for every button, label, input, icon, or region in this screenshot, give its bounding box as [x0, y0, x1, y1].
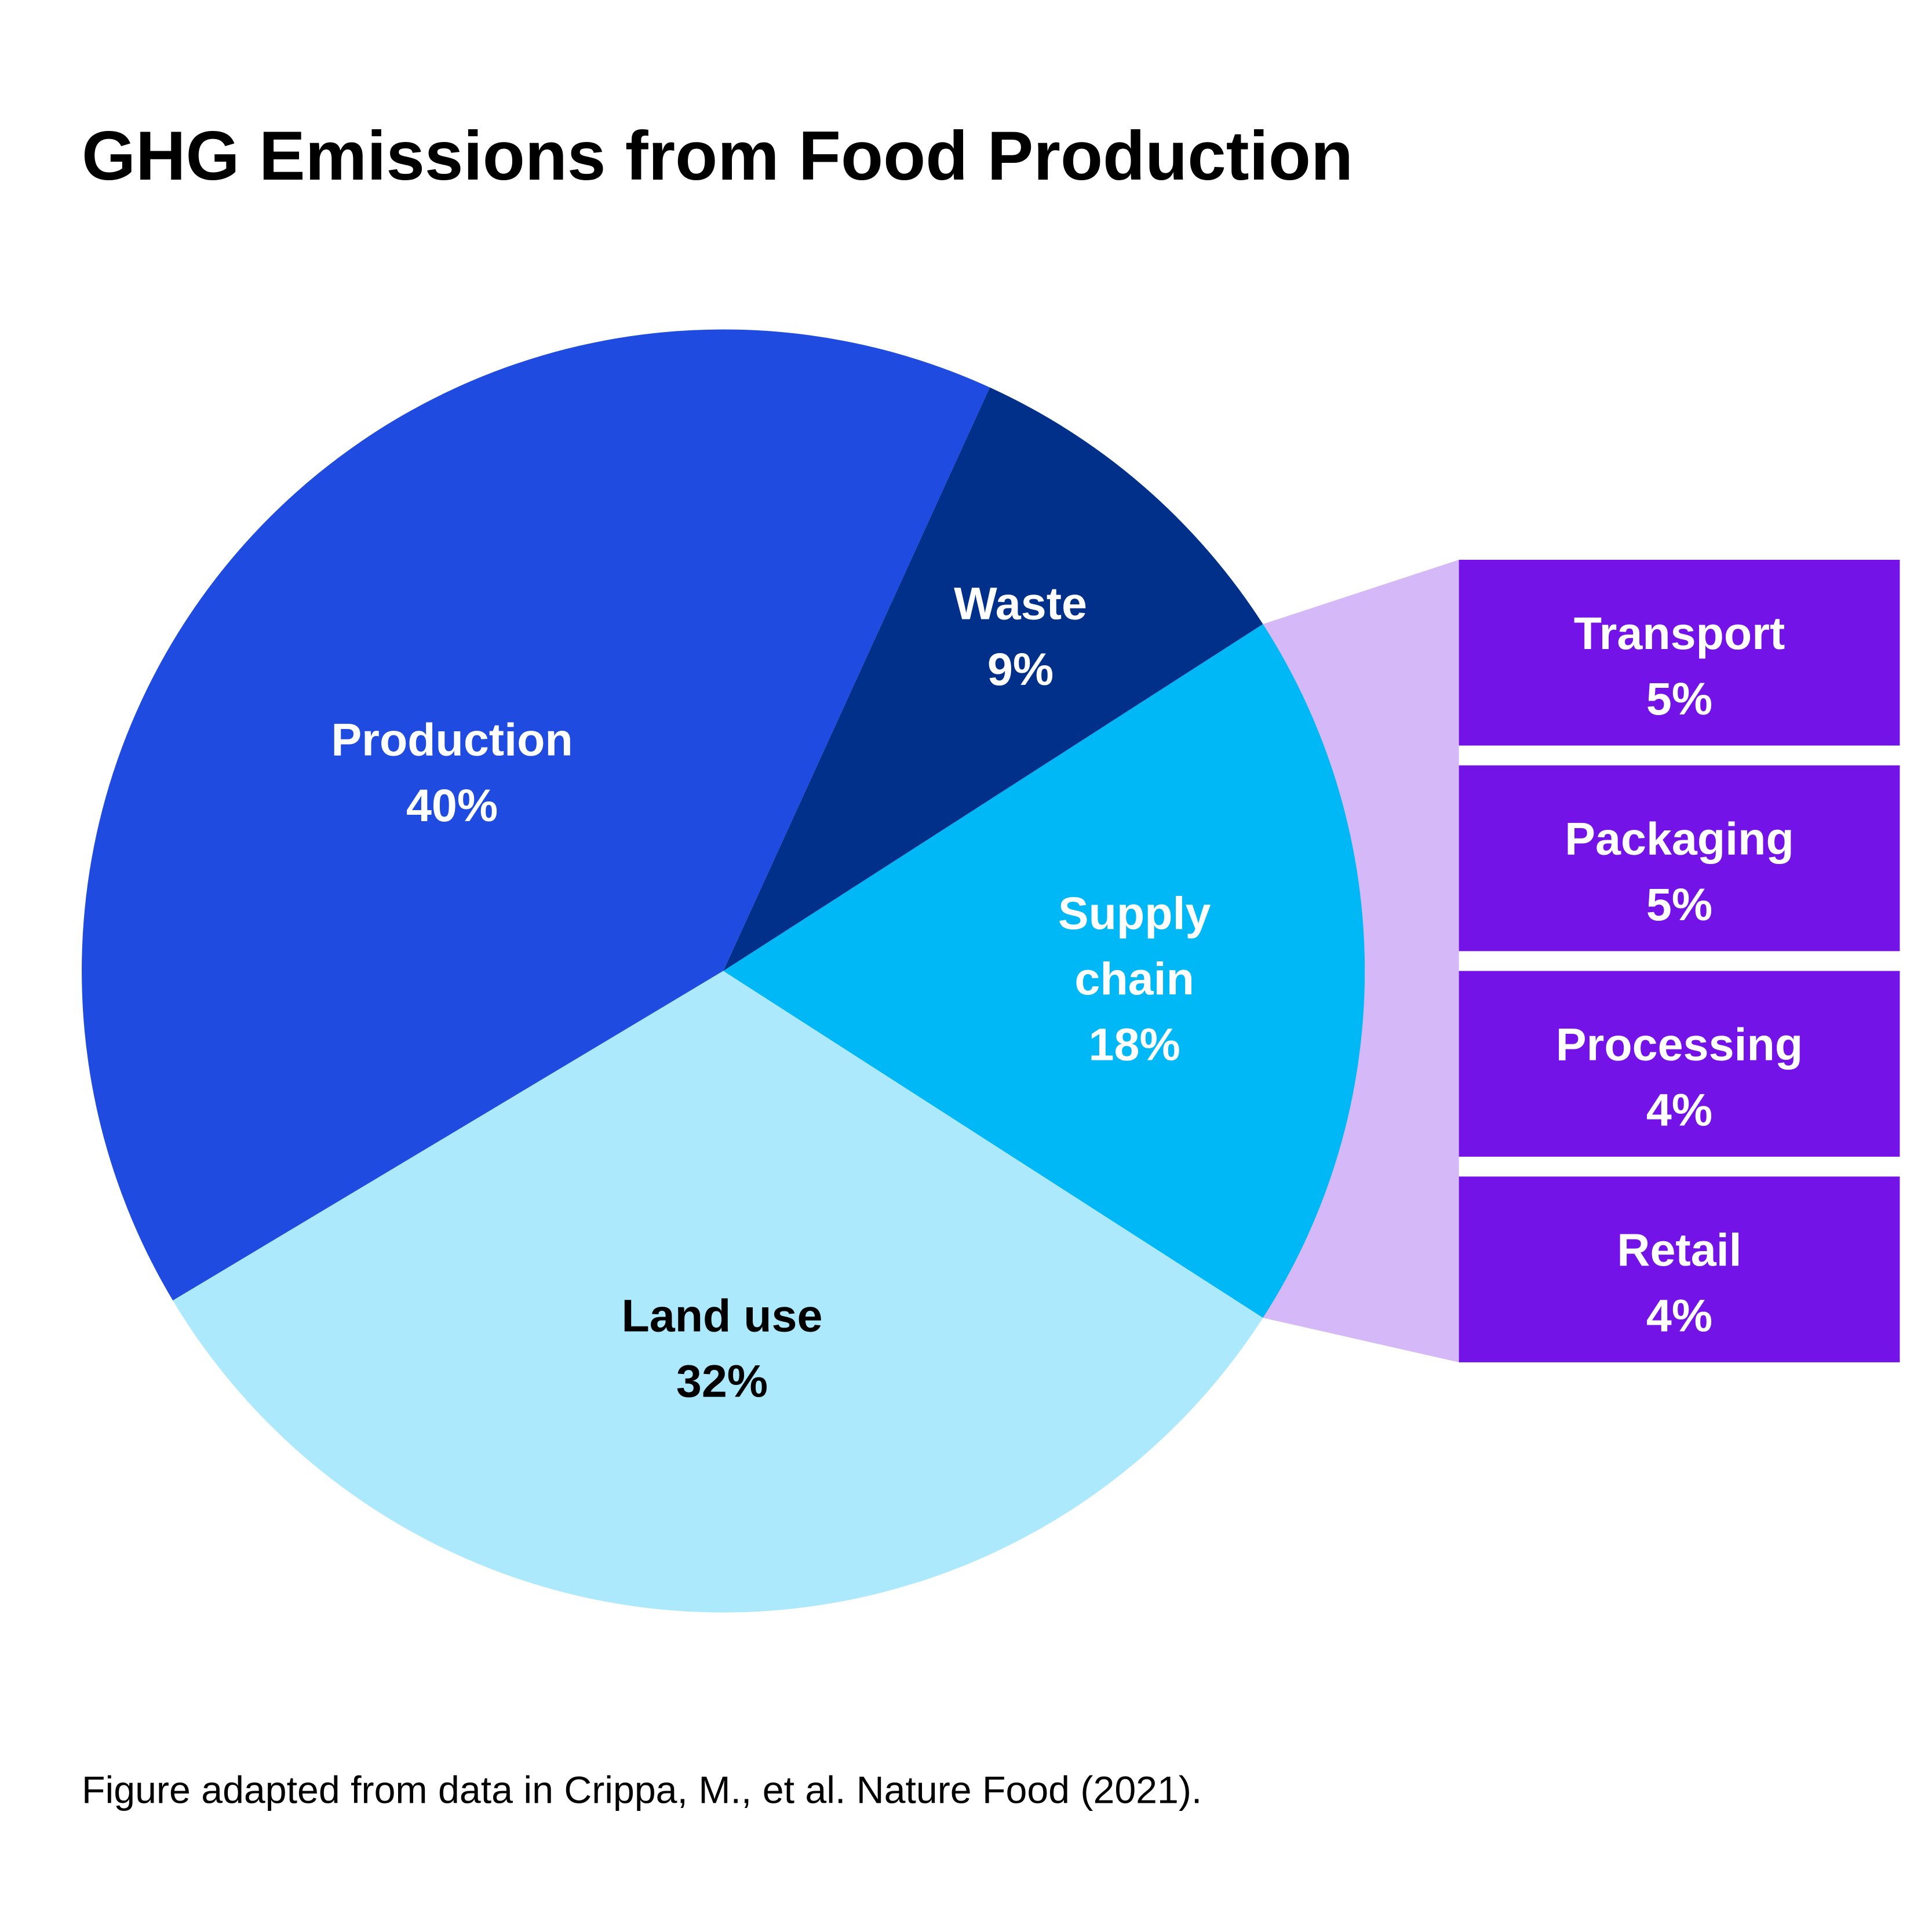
slice-name-label: Supply [1058, 887, 1211, 939]
breakdown-name-label: Processing [1556, 1018, 1803, 1070]
breakdown-box-packaging: Packaging 5% [1459, 765, 1900, 952]
chart-title: GHG Emissions from Food Production [82, 118, 1353, 195]
breakdown-value-label: 5% [1646, 673, 1712, 724]
pie-slice-land-use [173, 971, 1263, 1613]
slice-value-label: 40% [406, 779, 498, 831]
breakdown-box-bg [1459, 560, 1900, 746]
slice-value-label: 9% [987, 643, 1054, 695]
breakdown-box-bg [1459, 765, 1900, 952]
breakdown-name-label: Retail [1617, 1224, 1741, 1275]
slice-name-label: Land use [621, 1289, 822, 1341]
breakdown-box-transport: Transport 5% [1459, 560, 1900, 746]
slice-name-label: chain [1074, 953, 1194, 1004]
pie-slice-production [82, 329, 990, 1301]
slice-name-label: Waste [954, 578, 1087, 629]
breakdown-box-processing: Processing 4% [1459, 971, 1900, 1157]
slice-value-label: 32% [676, 1355, 768, 1407]
breakdown-name-label: Packaging [1565, 813, 1794, 865]
breakdown-box-bg [1459, 971, 1900, 1157]
pie-slice-supply-chain [723, 624, 1365, 1318]
breakdown-box-bg [1459, 1176, 1900, 1362]
breakdown-value-label: 4% [1646, 1084, 1712, 1136]
slice-name-label: Production [331, 714, 573, 765]
pie-slice-waste [723, 387, 1263, 971]
breakdown-box-retail: Retail 4% [1459, 1176, 1900, 1362]
breakdown-value-label: 5% [1646, 878, 1712, 930]
breakdown-value-label: 4% [1646, 1289, 1712, 1341]
slice-value-label: 18% [1089, 1018, 1180, 1070]
breakdown-name-label: Transport [1574, 607, 1785, 659]
footnote: Figure adapted from data in Crippa, M., … [82, 1769, 1202, 1812]
